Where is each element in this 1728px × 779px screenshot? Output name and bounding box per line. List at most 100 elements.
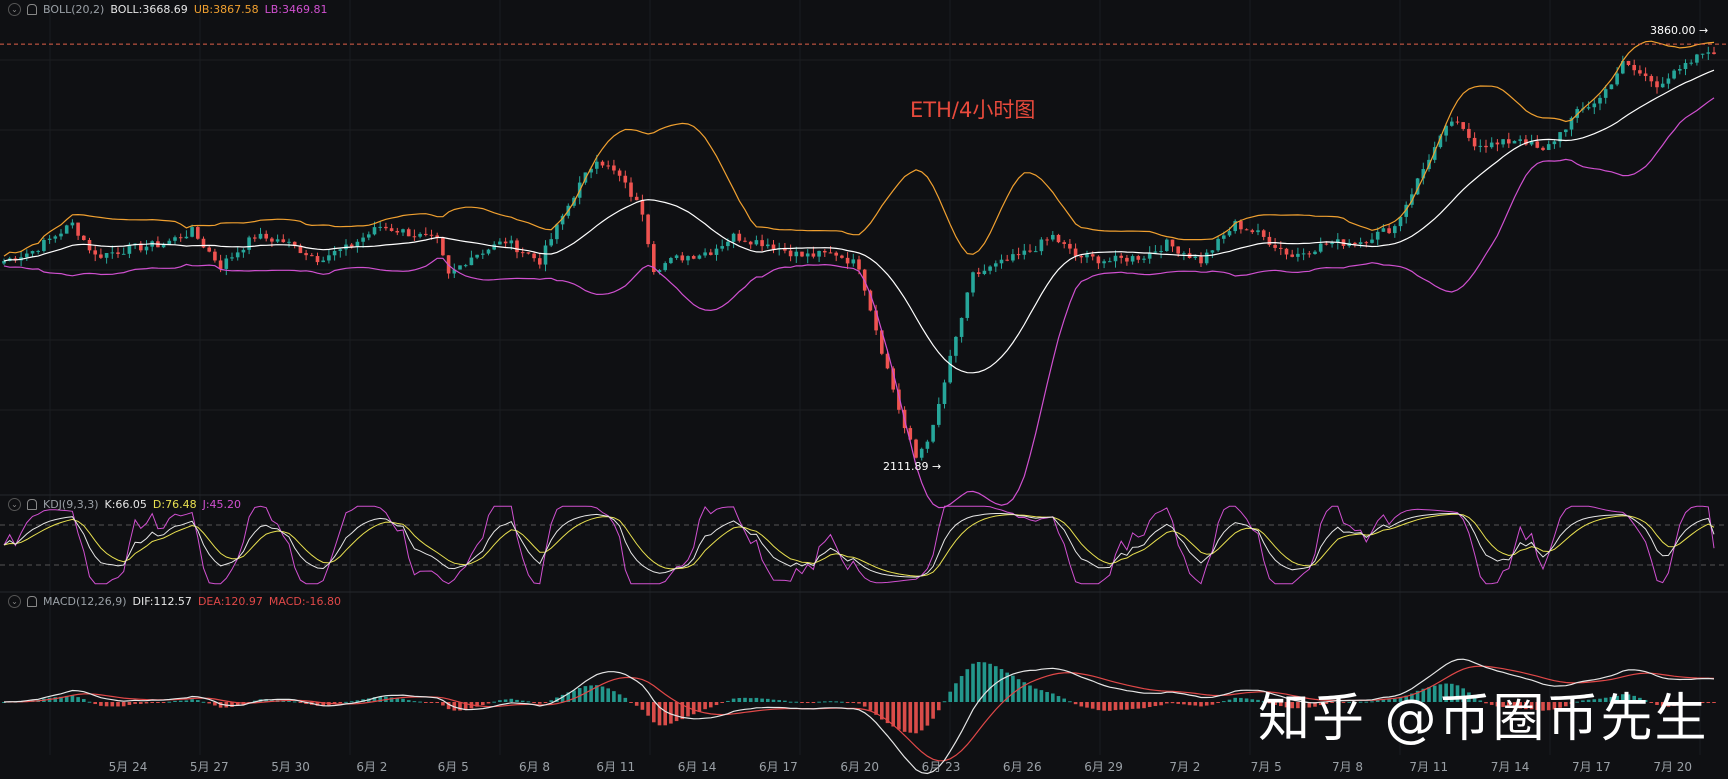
candle-body <box>406 229 411 237</box>
macd-histogram-bar <box>937 702 941 711</box>
macd-histogram-bar <box>429 702 434 703</box>
macd-histogram-bar <box>1706 702 1711 703</box>
candle-body <box>1318 243 1323 252</box>
candle-body <box>349 244 354 247</box>
macd-histogram-bar <box>828 701 833 703</box>
macd-histogram-bar <box>748 698 753 702</box>
macd-histogram-bar <box>355 700 360 702</box>
candle-body <box>1421 169 1426 179</box>
macd-histogram-bar <box>948 691 952 702</box>
macd-histogram-bar <box>976 662 981 702</box>
macd-histogram-bar <box>344 701 348 703</box>
candle-body <box>834 252 838 256</box>
candle-body <box>811 253 816 257</box>
macd-histogram-bar <box>1073 702 1078 705</box>
candle-body <box>173 237 177 241</box>
macd-histogram-bar <box>880 702 884 720</box>
macd-histogram-bar <box>1643 699 1648 702</box>
alert-bell-icon[interactable] <box>27 4 37 15</box>
candle-body <box>942 382 947 404</box>
candle-body <box>1387 228 1391 234</box>
macd-histogram-bar <box>549 700 553 702</box>
x-tick-label: 7月 14 <box>1490 760 1530 774</box>
boll-upper-line <box>3 40 1715 257</box>
candle-body <box>1073 248 1078 256</box>
candle-body <box>1507 139 1511 144</box>
candle-body <box>880 330 884 354</box>
macd-histogram-bar <box>1227 699 1232 702</box>
candle-body <box>321 260 325 263</box>
candle-body <box>794 251 799 257</box>
macd-histogram-bar <box>1279 702 1283 707</box>
candle-body <box>292 241 297 246</box>
candle-body <box>1678 69 1682 71</box>
alert-bell-icon[interactable] <box>27 596 37 607</box>
macd-histogram-bar <box>1381 699 1386 702</box>
macd-histogram-bar <box>623 697 628 702</box>
macd-dif-value: DIF:112.57 <box>132 595 192 608</box>
candle-body <box>76 222 80 236</box>
macd-histogram-bar <box>583 686 588 702</box>
candle-body <box>1569 117 1574 130</box>
candle-body <box>1695 54 1699 63</box>
macd-histogram-bar <box>298 702 303 703</box>
candle-body <box>652 244 656 273</box>
macd-histogram-bar <box>1216 702 1220 703</box>
collapse-chevron-icon[interactable]: ⌄ <box>8 595 21 608</box>
candle-body <box>298 245 303 254</box>
macd-histogram-bar <box>919 702 924 731</box>
candle-body <box>634 196 639 201</box>
collapse-chevron-icon[interactable]: ⌄ <box>8 498 21 511</box>
candle-body <box>526 252 531 254</box>
candle-body <box>674 255 679 258</box>
candle-body <box>178 237 183 239</box>
candle-body <box>766 244 770 247</box>
macd-histogram-bar <box>332 702 337 705</box>
candle-body <box>1159 251 1163 253</box>
collapse-chevron-icon[interactable]: ⌄ <box>8 3 21 16</box>
candle-body <box>640 200 645 215</box>
candle-body <box>99 254 103 258</box>
candle-body <box>492 244 496 250</box>
macd-histogram-bar <box>1318 702 1323 706</box>
macd-histogram-bar <box>1552 702 1557 710</box>
macd-histogram-bar <box>406 700 411 702</box>
macd-histogram-bar <box>418 701 422 703</box>
candle-body <box>1199 256 1203 264</box>
macd-histogram-bar <box>817 701 821 703</box>
macd-histogram-bar <box>144 702 149 704</box>
candle-body <box>1478 145 1483 147</box>
macd-histogram-bar <box>674 702 679 722</box>
macd-histogram-bar <box>1683 702 1688 705</box>
x-tick-label: 6月 23 <box>921 760 961 774</box>
boll-legend: ⌄ BOLL(20,2) BOLL:3668.69 UB:3867.58 LB:… <box>8 3 327 16</box>
candle-body <box>1535 141 1540 148</box>
candle-body <box>1404 204 1408 217</box>
macd-histogram-bar <box>560 694 565 702</box>
macd-histogram-bar <box>1170 702 1175 704</box>
macd-histogram-bar <box>754 697 759 702</box>
x-tick-label: 7月 2 <box>1169 760 1201 774</box>
candle-body <box>1045 239 1049 241</box>
macd-histogram-bar <box>862 702 867 707</box>
macd-histogram-bar <box>868 702 873 711</box>
candle-body <box>919 448 924 458</box>
candle-body <box>1353 242 1357 245</box>
candle-body <box>47 238 52 240</box>
candle-body <box>424 233 428 235</box>
macd-histogram-bar <box>1341 702 1346 703</box>
macd-histogram-bar <box>1079 702 1084 707</box>
macd-histogram-bar <box>1632 695 1636 702</box>
candle-body <box>1244 229 1249 231</box>
alert-bell-icon[interactable] <box>27 499 37 510</box>
macd-histogram-bar <box>1210 702 1215 705</box>
macd-histogram-bar <box>1353 701 1357 703</box>
macd-histogram-bar <box>737 698 742 702</box>
candle-body <box>1461 122 1465 129</box>
candle-body <box>851 259 856 264</box>
candle-body <box>1222 235 1226 239</box>
macd-histogram-bar <box>526 701 531 703</box>
candle-body <box>714 248 719 255</box>
candle-body <box>481 253 485 255</box>
